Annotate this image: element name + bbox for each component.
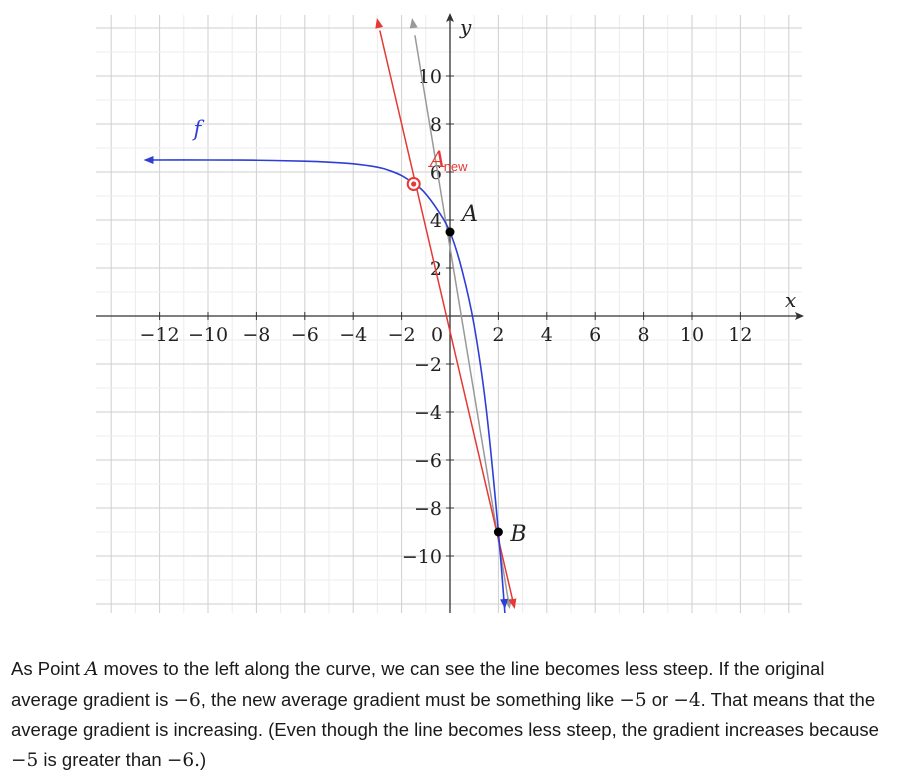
x-tick-label: 2: [492, 324, 504, 346]
x-tick-label: −4: [339, 324, 367, 346]
point-label-a-new-sub: new: [444, 159, 468, 174]
y-tick-label: −4: [414, 402, 442, 424]
line-arrowhead: [375, 18, 384, 29]
x-tick-label: 4: [541, 324, 553, 346]
caption-math: −4: [673, 689, 701, 711]
grid: [96, 15, 802, 613]
x-tick-label: −10: [188, 324, 228, 346]
y-axis-label: y: [459, 15, 472, 39]
y-tick-label: 4: [430, 210, 442, 232]
caption-part: . That means that the average gradient i…: [11, 688, 879, 741]
caption-part: , the new average gradient must be somet…: [200, 688, 620, 710]
function-label: f: [191, 117, 204, 141]
caption-math: −6.: [166, 749, 200, 771]
axes: xy: [96, 13, 804, 613]
caption-math: A: [85, 659, 99, 680]
x-axis-arrow: [795, 312, 804, 320]
x-tick-label: 6: [589, 324, 601, 346]
x-tick-label: 12: [728, 324, 752, 346]
line-arrowhead: [508, 598, 517, 609]
caption-math: −5: [619, 689, 647, 711]
x-tick-label: −12: [140, 324, 180, 346]
caption-math: −6: [173, 689, 201, 711]
caption-part: is greater than: [38, 748, 167, 770]
x-tick-label: −6: [291, 324, 319, 346]
caption-part: moves to the left along the curve, we ca…: [11, 658, 825, 710]
y-axis-arrow: [446, 13, 454, 22]
origin-label: 0: [431, 324, 443, 346]
point-label-a: A: [460, 202, 478, 227]
function-graph: xy −12 −10 −8 −6 −4 −2 2 4 6 8 10 120−10−8−6−4−2246…: [96, 13, 804, 613]
x-tick-label: 10: [680, 324, 704, 346]
y-tick-label: 10: [418, 66, 442, 88]
line-arrowhead: [500, 598, 509, 609]
y-tick-label: 8: [430, 114, 442, 136]
y-tick-label: −8: [414, 498, 442, 520]
point-label-b: B: [509, 522, 526, 547]
secant-line: [379, 30, 515, 607]
caption-math: −5: [11, 749, 39, 771]
point-b: [493, 527, 503, 537]
explanation-text: As Point A moves to the left along the c…: [11, 654, 895, 775]
x-axis-label: x: [785, 288, 796, 312]
caption-part: or: [646, 688, 674, 710]
caption-part: As Point: [11, 658, 86, 679]
line-arrowhead: [143, 156, 154, 164]
x-tick-label: −2: [388, 324, 416, 346]
secant-line: [414, 35, 511, 607]
y-tick-label: −10: [402, 546, 442, 568]
point-label-a-new: A: [428, 148, 446, 173]
y-tick-label: −2: [414, 354, 442, 376]
point-a-new-core: [411, 181, 417, 187]
point-a: [445, 227, 455, 237]
y-tick-label: −6: [414, 450, 442, 472]
x-tick-label: −8: [242, 324, 270, 346]
x-tick-label: 8: [638, 324, 650, 346]
caption-part: ): [199, 748, 207, 770]
line-arrowhead: [409, 18, 418, 29]
